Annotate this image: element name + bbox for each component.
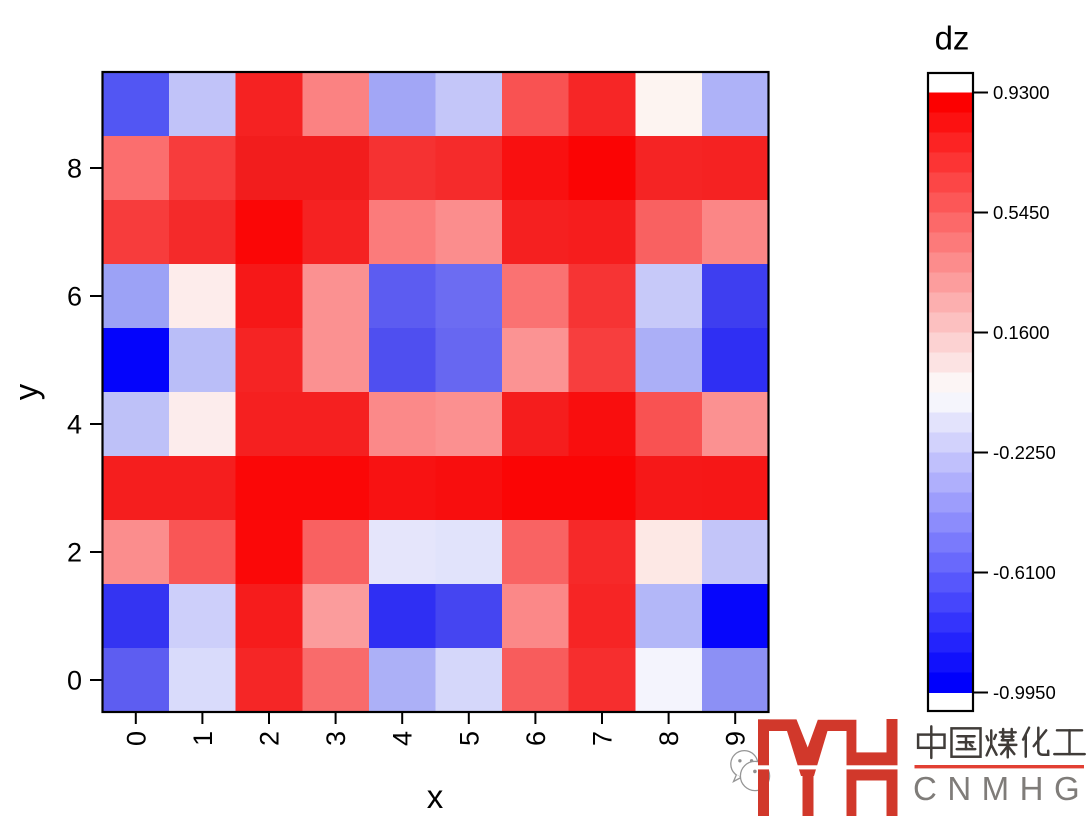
svg-text:0: 0 (121, 731, 151, 746)
svg-text:4: 4 (388, 731, 418, 746)
svg-text:x: x (427, 778, 444, 815)
svg-text:1: 1 (188, 731, 218, 746)
svg-text:6: 6 (521, 731, 551, 746)
svg-text:5: 5 (454, 731, 484, 746)
svg-text:-0.9950: -0.9950 (993, 682, 1056, 703)
svg-text:3: 3 (321, 731, 351, 746)
svg-text:dz: dz (935, 20, 970, 57)
svg-text:2: 2 (255, 731, 285, 746)
svg-text:6: 6 (67, 282, 82, 312)
svg-text:0.9300: 0.9300 (993, 82, 1050, 103)
svg-text:2: 2 (67, 538, 82, 568)
svg-text:0.1600: 0.1600 (993, 322, 1050, 343)
svg-text:CNMHG: CNMHG (913, 770, 1090, 807)
svg-text:7: 7 (588, 731, 618, 746)
svg-text:-0.2250: -0.2250 (993, 442, 1056, 463)
svg-text:9: 9 (721, 731, 751, 746)
svg-text:y: y (8, 383, 45, 400)
svg-text:0: 0 (67, 666, 82, 696)
svg-text:4: 4 (67, 410, 82, 440)
svg-text:8: 8 (67, 154, 82, 184)
svg-text:0.5450: 0.5450 (993, 202, 1050, 223)
svg-text:-0.6100: -0.6100 (993, 562, 1056, 583)
svg-text:8: 8 (654, 731, 684, 746)
